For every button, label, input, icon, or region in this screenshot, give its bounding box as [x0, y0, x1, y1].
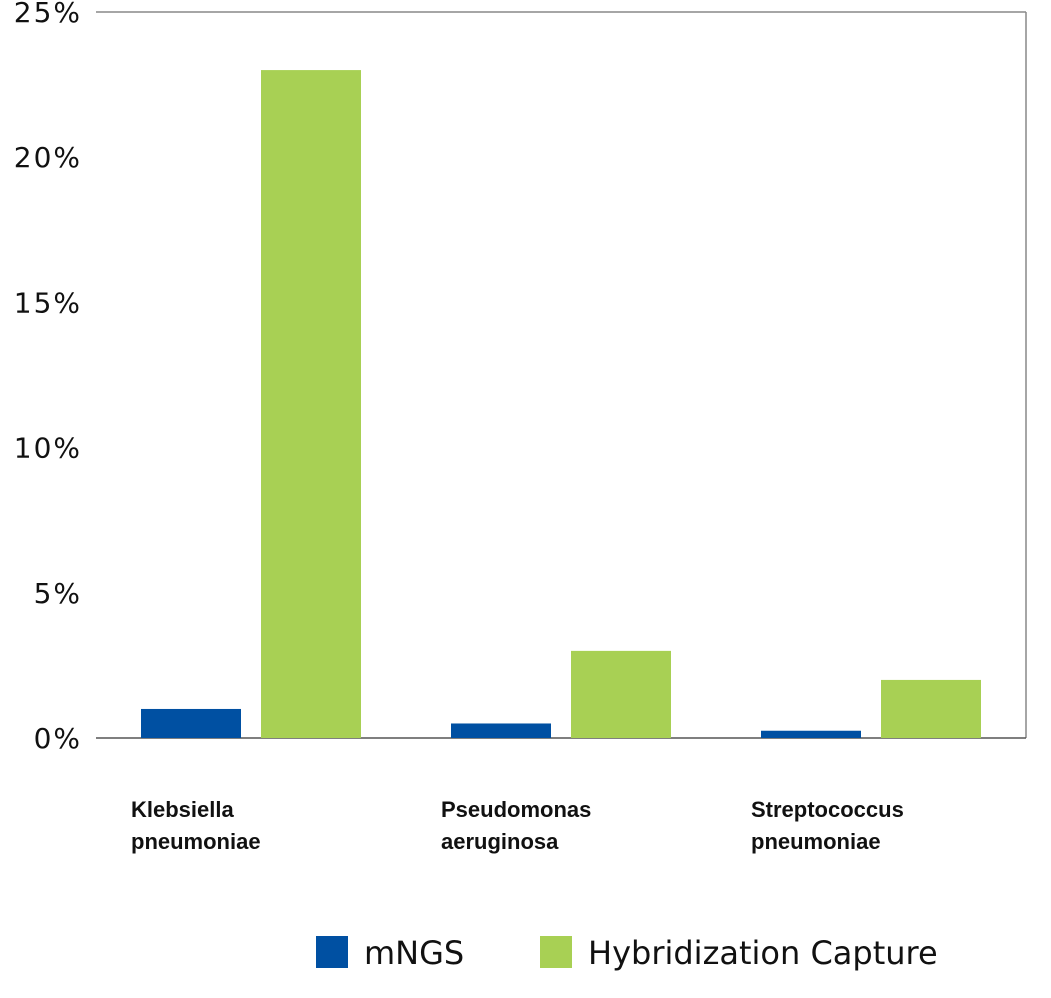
- legend-swatch: [540, 936, 572, 968]
- bar: [881, 679, 981, 738]
- bar: [571, 650, 671, 738]
- y-tick-label: 15%: [14, 286, 82, 319]
- bar: [261, 70, 361, 738]
- x-tick-label: Pseudomonas aeruginosa: [441, 797, 592, 854]
- x-tick-label: Streptococcus pneumoniae: [751, 797, 904, 854]
- legend-label: mNGS: [364, 934, 464, 972]
- bar: [451, 723, 551, 738]
- legend-label: Hybridization Capture: [588, 934, 938, 972]
- y-tick-label: 10%: [14, 432, 82, 465]
- bar: [141, 708, 241, 738]
- y-tick-label: 0%: [34, 722, 82, 755]
- legend-swatch: [316, 936, 348, 968]
- bar: [761, 730, 861, 738]
- y-tick-label: 5%: [34, 577, 82, 610]
- x-tick-label: Klebsiella pneumoniae: [131, 797, 261, 854]
- y-tick-label: 20%: [14, 141, 82, 174]
- y-tick-label: 25%: [14, 0, 82, 29]
